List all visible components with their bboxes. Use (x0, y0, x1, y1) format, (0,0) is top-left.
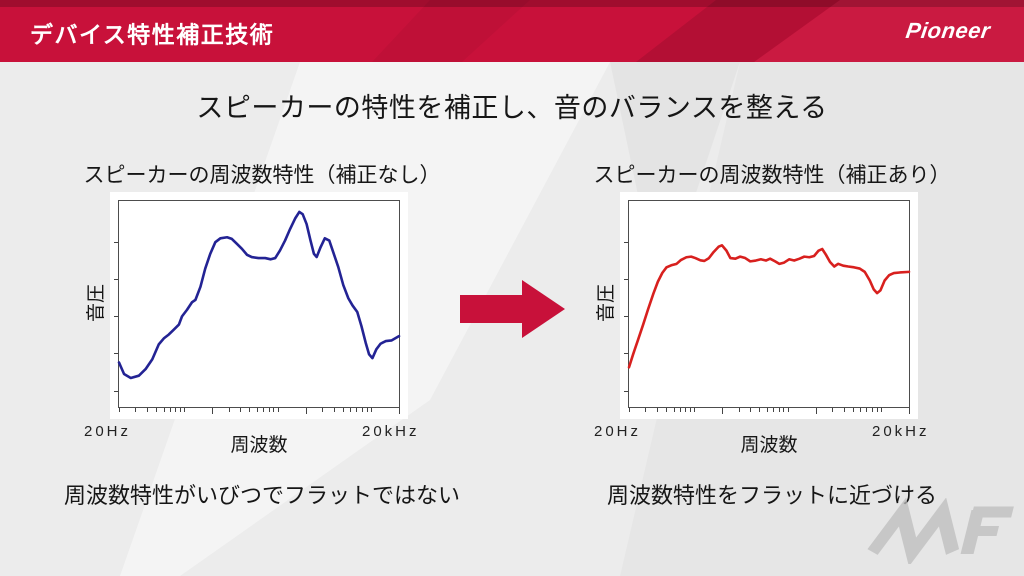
y-axis-tick (114, 390, 118, 392)
x-axis-tick (866, 408, 868, 412)
y-axis-label-before: 音圧 (86, 284, 107, 323)
frequency-response-curve (629, 245, 909, 367)
x-axis-tick (759, 408, 761, 412)
x-axis-tick (268, 408, 270, 412)
x-axis-tick (852, 408, 854, 412)
x-axis-tick (778, 408, 780, 412)
x-axis-tick (175, 408, 177, 412)
x-axis-tick (179, 408, 181, 412)
x-axis-tick (277, 408, 279, 412)
x-axis-tick (228, 408, 230, 412)
x-axis-tick (815, 408, 817, 414)
x-axis-tick (860, 408, 862, 412)
frequency-response-curve (119, 212, 399, 378)
plot-area-before (114, 200, 400, 414)
x-axis-label-before: 周波数 (230, 435, 288, 456)
x-axis-tick (685, 408, 687, 412)
slide-heading: スピーカーの特性を補正し、音のバランスを整える (196, 93, 828, 123)
x-axis-tick (871, 408, 873, 412)
x-axis-tick (694, 408, 696, 412)
caption-after: 周波数特性をフラットに近づける (606, 483, 937, 508)
x-axis-tick (645, 408, 647, 412)
y-axis-tick (624, 353, 628, 355)
x-axis-tick (342, 408, 344, 412)
y-axis-tick (114, 316, 118, 318)
y-axis-label-after: 音圧 (596, 284, 617, 323)
x-axis-tick (629, 408, 630, 412)
arrow-right-icon (460, 280, 565, 338)
x-axis-tick (273, 408, 275, 412)
x-axis-tick (305, 408, 307, 414)
x-axis-tick (119, 408, 120, 412)
x-axis-tick (135, 408, 137, 412)
x-axis-tick (766, 408, 768, 412)
y-axis-tick (114, 353, 118, 355)
chart-title-before: スピーカーの周波数特性（補正なし） (83, 164, 441, 187)
x-axis-tick (263, 408, 265, 412)
x-axis-tick (832, 408, 834, 412)
pioneer-logo: Pioneer (904, 18, 992, 43)
x-max-label-after: 20kHz (872, 423, 930, 440)
y-axis-tick (624, 390, 628, 392)
banner-facets-decoration (372, 0, 1024, 62)
x-axis-tick (163, 408, 165, 412)
x-axis-tick (666, 408, 668, 412)
x-min-label-after: 20Hz (594, 423, 642, 440)
caption-before: 周波数特性がいびつでフラットではない (63, 483, 460, 508)
x-axis-tick (147, 408, 149, 412)
x-axis-tick (256, 408, 258, 412)
x-axis-tick (843, 408, 845, 412)
x-axis-tick (722, 408, 724, 414)
x-min-label-before: 20Hz (84, 423, 132, 440)
y-axis-tick (114, 279, 118, 281)
chart-title-after: スピーカーの周波数特性（補正あり） (593, 164, 951, 187)
x-axis-tick (909, 408, 910, 414)
x-axis-tick (738, 408, 740, 412)
x-axis-tick (249, 408, 251, 412)
x-axis-tick (156, 408, 158, 412)
x-axis-tick (361, 408, 363, 412)
x-axis-tick (370, 408, 372, 412)
x-axis-tick (750, 408, 752, 412)
x-axis-tick (322, 408, 324, 412)
x-max-label-before: 20kHz (362, 423, 420, 440)
x-axis-tick (876, 408, 878, 412)
plot-area-after (624, 200, 910, 414)
mf-watermark-logo (867, 498, 1014, 564)
banner-top-strip (0, 0, 1024, 7)
x-axis-tick (240, 408, 242, 412)
x-axis-tick (184, 408, 186, 412)
x-axis-tick (783, 408, 785, 412)
x-axis-tick (773, 408, 775, 412)
title-banner: デバイス特性補正技術 Pioneer (0, 0, 1024, 62)
x-axis-tick (787, 408, 789, 412)
x-axis-tick (169, 408, 171, 412)
x-axis-tick (399, 408, 400, 414)
x-axis-tick (679, 408, 681, 412)
x-axis-tick (689, 408, 691, 412)
x-axis-tick (673, 408, 675, 412)
x-axis-label-after: 周波数 (740, 435, 798, 456)
x-axis-tick (657, 408, 659, 412)
y-axis-tick (114, 242, 118, 244)
x-axis-tick (366, 408, 368, 412)
y-axis-tick (624, 242, 628, 244)
x-axis-tick (356, 408, 358, 412)
x-axis-tick (212, 408, 214, 414)
x-axis-tick (880, 408, 882, 412)
banner-title: デバイス特性補正技術 (30, 21, 275, 48)
x-axis-tick (333, 408, 335, 412)
y-axis-tick (624, 316, 628, 318)
y-axis-tick (624, 279, 628, 281)
x-axis-tick (350, 408, 352, 412)
